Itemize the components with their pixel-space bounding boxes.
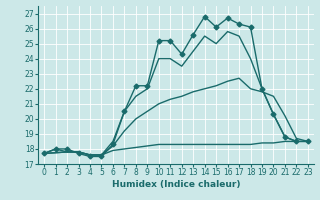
X-axis label: Humidex (Indice chaleur): Humidex (Indice chaleur) [112,180,240,189]
